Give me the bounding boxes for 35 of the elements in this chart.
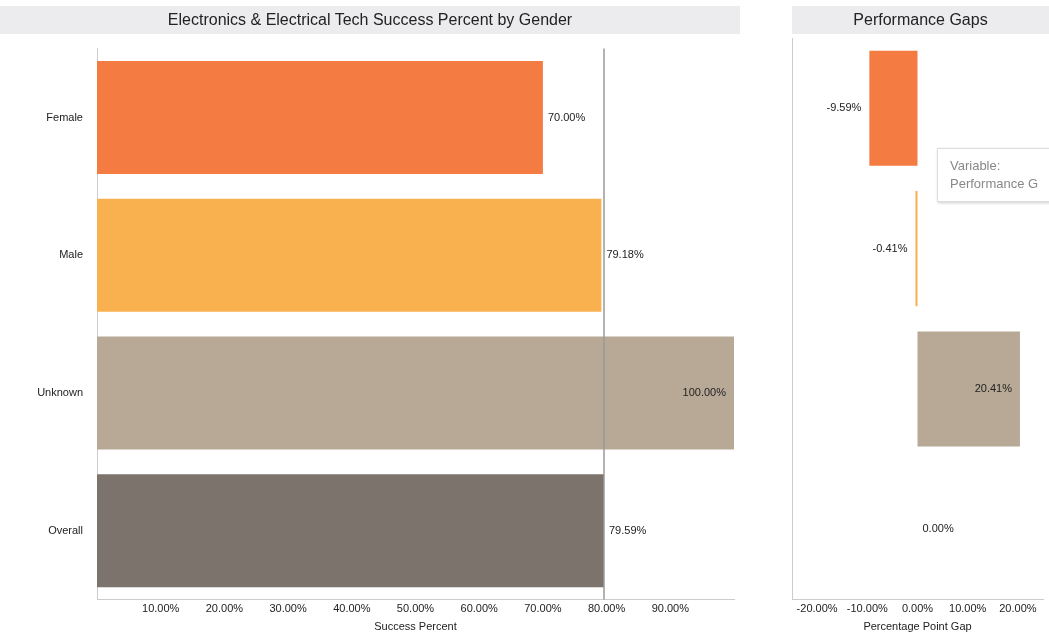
y-tick-label: Male	[59, 248, 83, 261]
x-tick-label: 40.00%	[333, 602, 371, 615]
x-tick-label: 20.00%	[999, 602, 1037, 615]
data-label: 70.00%	[547, 110, 586, 123]
chart-title: Performance Gaps	[792, 6, 1049, 34]
y-tick-label: Unknown	[37, 386, 83, 399]
x-tick-label: 10.00%	[949, 602, 987, 615]
x-tick-label: 0.00%	[901, 602, 934, 615]
data-label: 0.00%	[922, 522, 954, 535]
x-tick-label: 90.00%	[651, 602, 690, 615]
x-tick-label: 10.00%	[142, 602, 180, 615]
y-tick-label: Overall	[48, 523, 83, 536]
x-axis-title: Percentage Point Gap	[863, 620, 972, 633]
x-axis-title: Success Percent	[374, 620, 457, 633]
x-tick-label: 30.00%	[269, 602, 307, 615]
annotation: Variable: Performance G	[937, 148, 1049, 202]
x-tick-label: -10.00%	[846, 602, 888, 615]
bar	[97, 61, 543, 174]
data-label: 20.41%	[974, 382, 1013, 395]
y-tick-label: Female	[46, 110, 83, 123]
x-tick-label: 70.00%	[524, 602, 562, 615]
data-label: 79.18%	[606, 248, 644, 261]
bar	[97, 336, 734, 450]
x-tick-label: 50.00%	[396, 602, 435, 615]
data-label: -0.41%	[872, 241, 908, 254]
x-tick-label: 60.00%	[460, 602, 499, 615]
data-label: 100.00%	[682, 386, 727, 399]
data-label: 79.59%	[608, 523, 647, 536]
chart-title: Electronics & Electrical Tech Success Percent by Gender	[0, 6, 740, 34]
x-tick-label: 80.00%	[587, 602, 626, 615]
bar	[97, 198, 602, 312]
x-tick-label: 20.00%	[205, 602, 244, 615]
x-tick-label: -20.00%	[796, 602, 838, 615]
bar	[97, 474, 604, 588]
data-label: -9.59%	[826, 101, 862, 114]
